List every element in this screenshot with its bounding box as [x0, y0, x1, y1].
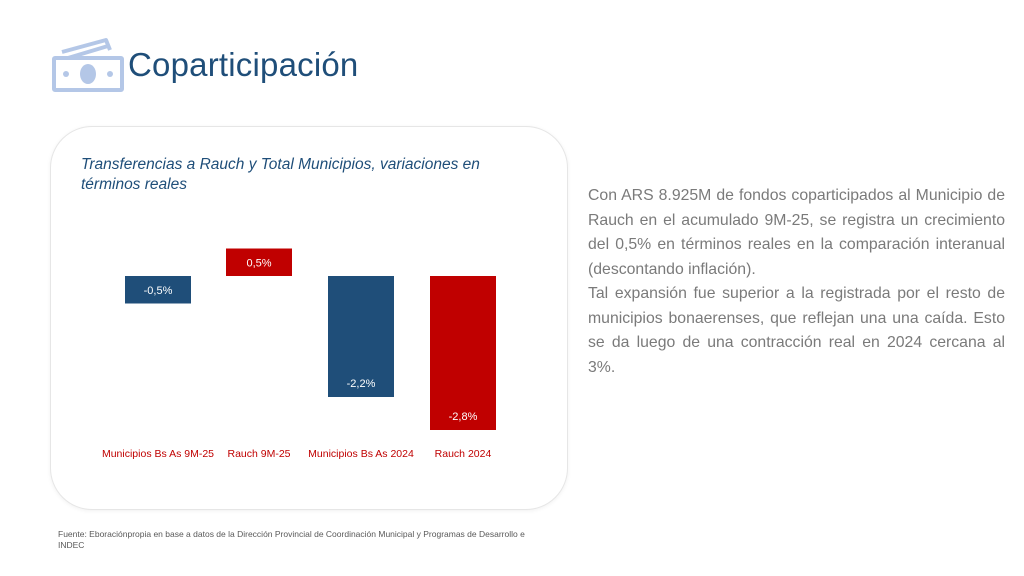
bar-3: [328, 276, 394, 397]
description-paragraph-2: Tal expansión fue superior a la registra…: [588, 285, 1005, 376]
description-text: Con ARS 8.925M de fondos coparticipados …: [588, 184, 1005, 380]
data-label-3: -2,2%: [347, 378, 376, 390]
chart-card: Transferencias a Rauch y Total Municipio…: [50, 126, 568, 510]
bar-2: [226, 248, 292, 276]
category-label-3: Municipios Bs As 2024: [308, 448, 414, 460]
bar-chart: -0,5% Municipios Bs As 9M-25 0,5% Rauch 9M-…: [102, 248, 496, 460]
data-label-2: 0,5%: [246, 257, 271, 269]
source-note: Fuente: Eboraciónpropia en base a datos …: [58, 529, 525, 550]
data-label-4: -2,8%: [449, 411, 478, 423]
category-label-2: Rauch 9M-25: [227, 448, 290, 460]
data-label-1: -0,5%: [144, 285, 173, 297]
bar-1: [125, 276, 191, 304]
chart-title: Transferencias a Rauch y Total Municipio…: [81, 156, 480, 193]
description-paragraph-1: Con ARS 8.925M de fondos coparticipados …: [588, 187, 1005, 278]
bar-4: [430, 276, 496, 430]
money-bill-icon: [52, 38, 124, 92]
page-title: Coparticipación: [128, 46, 359, 83]
category-label-1: Municipios Bs As 9M-25: [102, 448, 214, 460]
category-label-4: Rauch 2024: [435, 448, 492, 460]
